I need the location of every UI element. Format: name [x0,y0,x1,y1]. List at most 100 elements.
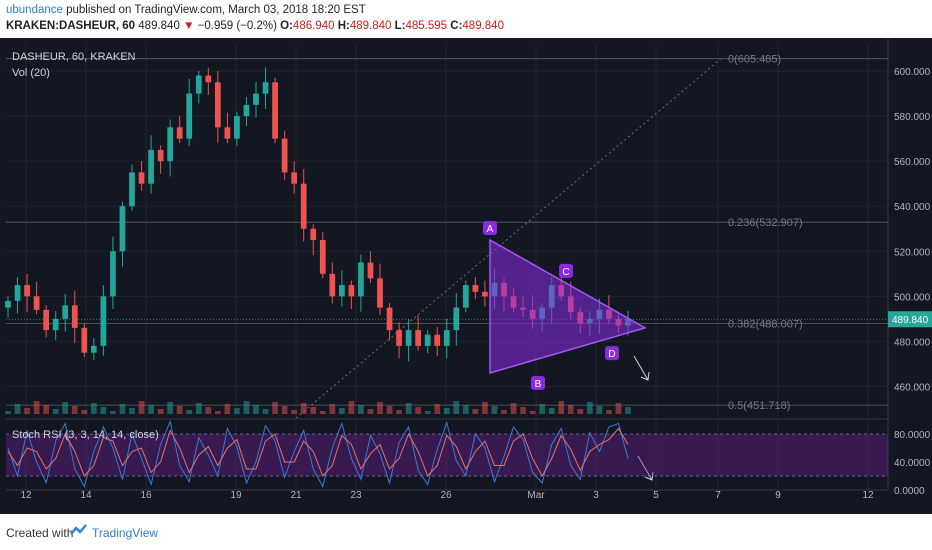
stoch-rsi-band [6,434,888,476]
candle-body [205,75,212,83]
stoch-rsi-pane[interactable] [6,419,888,488]
pattern-point-badge [531,375,545,390]
x-tick-label: 16 [140,490,152,501]
volume-bar [615,403,622,414]
volume-bar [434,404,441,414]
volume-bar [491,406,498,414]
candle-body [367,262,374,279]
x-tick-label: 21 [290,490,302,501]
volume-bar [358,405,364,414]
volume-bar [195,403,202,414]
rsi-y-tick-label: 40.0000 [894,458,931,469]
volume-bar [396,410,402,414]
volume-bar [529,411,536,414]
candle-body [243,104,250,117]
volume-bar [501,410,507,414]
candle-body [186,93,193,139]
candle-body [462,285,469,308]
ohlc-line: KRAKEN:DASHEUR, 60 489.840 ▼ −0.959 (−0.… [6,20,504,32]
x-tick-label: Mar [527,490,545,501]
candle-body [443,330,450,346]
fib-retracement[interactable]: 0(605.485) 0.236(532.907) 0.382(488.007) 0.… [6,54,888,419]
candle-body [110,251,116,297]
y-tick-label: 560.000 [894,157,931,168]
axes: 460.000 480.000 500.000 520.000 540.000 560.0… [20,67,932,501]
close-value: 489.840 [462,20,504,32]
y-tick-label: 500.000 [894,292,931,303]
volume-bar [234,408,240,414]
pattern-point-badge [559,263,573,278]
volume-bar [272,402,278,414]
tradingview-brand-link[interactable]: TradingView [92,526,159,540]
candle-body [253,93,259,105]
volume-bar [577,409,584,414]
candle-body [71,305,78,328]
volume-bar [443,408,450,414]
volume-bar [291,410,298,414]
volume-indicator-label: Vol (20) [12,67,50,79]
candle-body [396,330,402,346]
volume-bar [386,406,393,414]
symbol-label: KRAKEN:DASHEUR, 60 [6,20,136,32]
chart-header: ubundance published on TradingView.com, … [0,0,932,38]
candles [5,67,888,362]
volume-bar [319,411,326,414]
candle-body [33,296,40,310]
y-tick-label: 480.000 [894,337,931,348]
volume-bar [300,403,307,414]
price-chart-svg[interactable]: 0(605.485) 0.236(532.907) 0.382(488.007) 0.… [0,38,932,514]
candle-body [405,330,412,346]
x-tick-label: 3 [593,490,599,501]
candle-body [262,82,269,94]
pattern-point-badge [605,346,619,361]
volume-bar [377,402,383,414]
last-price-badge [888,311,932,328]
volume-bar [348,401,355,414]
candle-body [424,334,431,346]
volume-bar [14,404,21,414]
volume-bar [367,409,374,414]
y-tick-label: 520.000 [894,247,931,258]
volume-bar [62,402,69,414]
fib-level-label: 0.5(451.718) [728,400,790,412]
volume-bar [24,408,30,414]
candle-body [62,305,69,319]
volume-bar [539,404,546,414]
volume-bar [253,405,259,414]
candle-body [148,149,154,184]
volume-bar [281,406,288,414]
chart-area[interactable]: 0(605.485) 0.236(532.907) 0.382(488.007) 0.… [0,38,932,514]
x-tick-label: 5 [653,490,659,501]
candle-body [52,318,59,331]
volume-bar [52,409,59,414]
x-tick-label: 23 [350,490,362,501]
volume-bar [338,408,345,414]
published-text: published on TradingView.com, March 03, … [66,4,366,16]
candle-body [138,172,145,184]
triangle-pattern[interactable]: A B C D [483,221,650,390]
grid [6,38,889,491]
volume-bar [205,407,212,414]
candle-body [119,206,126,252]
x-tick-label: 9 [775,490,781,501]
volume-bar [558,401,565,414]
fib-level-label: 0.236(532.907) [728,217,803,229]
triangle-fill [490,240,645,373]
candle-body [157,149,164,162]
open-label: O: [280,20,293,32]
stoch-rsi-title: Stoch RSI (3, 3, 14, 14, close) [12,429,159,441]
candle-body [43,309,50,331]
fib-level-label: 0.382(488.007) [728,318,803,330]
rsi-y-tick-label: 0.0000 [894,486,925,497]
volume-bar [415,407,422,414]
volume-bar [567,405,574,414]
fib-level-label: 0(605.485) [728,54,781,66]
volume-bar [329,404,336,414]
volume-bar [176,406,183,414]
pattern-point-label: D [608,349,615,360]
author-link[interactable]: ubundance [6,4,63,16]
candle-body [24,285,30,297]
volume-bar [625,407,631,414]
candle-body [377,278,383,308]
candle-body [329,273,336,297]
